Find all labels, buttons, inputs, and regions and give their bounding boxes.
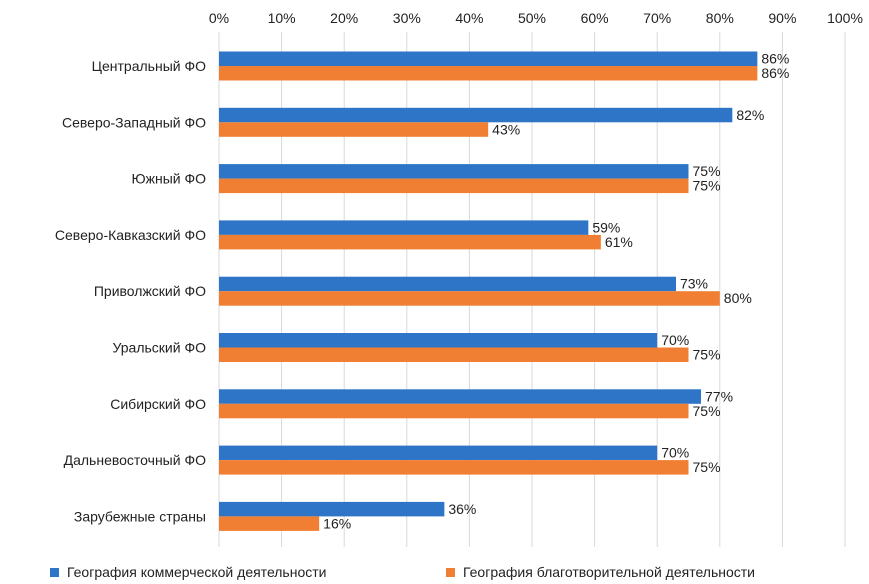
bar-charity — [219, 178, 689, 194]
legend-item-commercial: География коммерческой деятельности — [50, 564, 326, 580]
bar-charity — [219, 347, 689, 362]
bar-charity — [219, 122, 489, 137]
x-tick-label: 80% — [706, 10, 734, 26]
bar-commercial — [219, 276, 676, 292]
data-label: 82% — [736, 107, 764, 123]
legend-swatch-commercial — [50, 567, 59, 577]
data-label: 70% — [661, 445, 689, 461]
x-tick-label: 20% — [330, 10, 358, 26]
data-label: 75% — [693, 347, 721, 363]
x-axis-ticks: 0% 10% 20% 30% 40% 50% 60% 70% 80% 90% 100% — [209, 10, 863, 26]
data-label: 43% — [492, 121, 520, 137]
category-label: Центральный ФО — [92, 58, 206, 74]
data-label: 61% — [605, 234, 633, 250]
legend-label-charity: География благотворительной деятельности — [463, 564, 756, 580]
legend-item-charity: География благотворительной деятельности — [446, 564, 755, 580]
x-tick-label: 50% — [518, 10, 546, 26]
bars — [219, 51, 758, 531]
category-label: Южный ФО — [131, 171, 206, 187]
bar-commercial — [219, 220, 589, 235]
category-label: Приволжский ФО — [94, 283, 206, 299]
data-label: 75% — [693, 163, 721, 179]
category-labels: Центральный ФО Северо-Западный ФО Южный ФО… — [55, 58, 206, 524]
data-label: 77% — [705, 388, 733, 404]
x-tick-label: 60% — [581, 10, 609, 26]
bar-commercial — [219, 107, 733, 123]
bar-charity — [219, 403, 689, 419]
legend-swatch-charity — [446, 567, 455, 577]
bar-commercial — [219, 164, 689, 179]
bar-chart: 0% 10% 20% 30% 40% 50% 60% 70% 80% 90% 100% Центра… — [55, 10, 863, 547]
bar-commercial — [219, 389, 702, 404]
bar-commercial — [219, 333, 658, 348]
category-label: Зарубежные страны — [74, 508, 206, 524]
data-label: 75% — [693, 459, 721, 475]
legend: География коммерческой деятельности Геог… — [0, 564, 869, 584]
category-label: Уральский ФО — [113, 340, 207, 356]
data-label: 73% — [680, 276, 708, 292]
data-label: 86% — [761, 51, 789, 67]
data-label: 16% — [323, 515, 351, 531]
x-tick-label: 30% — [393, 10, 421, 26]
x-tick-label: 40% — [455, 10, 483, 26]
bar-commercial — [219, 501, 445, 517]
x-tick-label: 70% — [643, 10, 671, 26]
bar-commercial — [219, 445, 658, 461]
data-label: 36% — [448, 501, 476, 517]
bar-charity — [219, 291, 720, 306]
bar-charity — [219, 516, 320, 531]
data-label: 86% — [761, 65, 789, 81]
category-label: Северо-Кавказский ФО — [55, 227, 206, 243]
bar-charity — [219, 234, 601, 250]
legend-label-commercial: География коммерческой деятельности — [67, 564, 327, 580]
bar-charity — [219, 460, 689, 475]
x-tick-label: 100% — [827, 10, 863, 26]
data-label: 80% — [724, 290, 752, 306]
data-label: 75% — [693, 403, 721, 419]
bar-charity — [219, 66, 758, 81]
data-label: 70% — [661, 332, 689, 348]
data-label: 75% — [693, 178, 721, 194]
data-labels: 86%86%82%43%75%75%59%61%73%80%70%75%77%7… — [323, 51, 789, 532]
category-label: Дальневосточный ФО — [64, 452, 206, 468]
category-label: Северо-Западный ФО — [62, 114, 206, 130]
data-label: 59% — [592, 219, 620, 235]
category-label: Сибирский ФО — [110, 396, 206, 412]
x-tick-label: 90% — [768, 10, 796, 26]
bar-commercial — [219, 51, 758, 66]
x-tick-label: 0% — [209, 10, 229, 26]
x-tick-label: 10% — [268, 10, 296, 26]
